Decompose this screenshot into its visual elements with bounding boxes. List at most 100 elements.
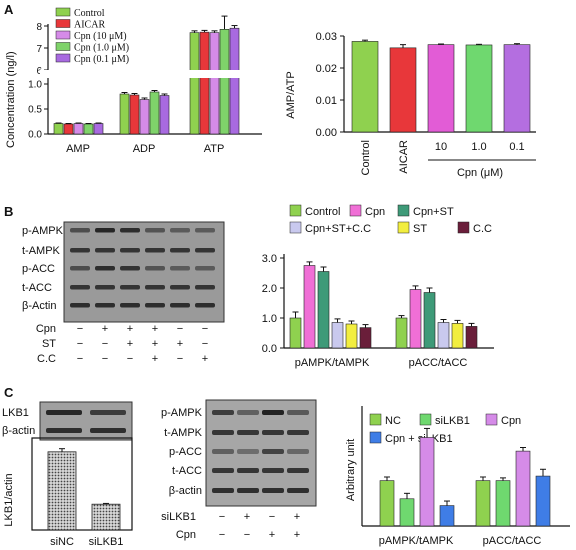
- bar: [47, 451, 77, 531]
- tick-label: 7: [36, 44, 42, 55]
- blot-band: [90, 428, 126, 433]
- blot-band: [170, 228, 190, 233]
- chart-c-right-categories: pAMPK/tAMPK pACC/tACC: [379, 535, 542, 547]
- legend-swatch: [457, 221, 470, 234]
- legend-label: Cpn (1.0 μM): [74, 43, 129, 54]
- blot-band: [120, 285, 140, 290]
- category-label: ADP: [133, 143, 156, 155]
- legend-swatch: [55, 42, 71, 51]
- chart-c-right-ylabel: Arbitrary unit: [345, 439, 357, 501]
- category-label: Control: [360, 140, 372, 175]
- legend-swatch: [397, 221, 410, 234]
- legend-swatch: [55, 19, 71, 28]
- bar: [399, 498, 415, 527]
- tick-label: 3.0: [262, 253, 277, 265]
- treatment-label: Cpn: [176, 529, 196, 541]
- treatment-sign: +: [244, 511, 250, 523]
- legend-label: Cpn: [365, 206, 385, 218]
- blot-band: [90, 410, 126, 415]
- blot-c-mid-labels: p-AMPK t-AMPK p-ACC t-ACC β-actin: [161, 407, 203, 497]
- legend-label: ST: [413, 223, 427, 235]
- blot-band: [212, 468, 234, 473]
- blot-band: [145, 266, 165, 271]
- panel-letter-b: B: [4, 204, 13, 219]
- blot-band: [145, 285, 165, 290]
- bar: [139, 99, 150, 135]
- bar: [53, 123, 64, 135]
- legend-label: Cpn: [501, 415, 521, 427]
- tick-label: 1.0: [28, 80, 42, 91]
- bar: [289, 317, 302, 349]
- blot-band: [287, 468, 309, 473]
- blot-band: [212, 488, 234, 493]
- bar: [229, 27, 240, 135]
- blot-band: [195, 285, 215, 290]
- legend-label: AICAR: [74, 20, 105, 31]
- bar: [219, 28, 230, 135]
- treatment-sign: +: [102, 323, 108, 335]
- blot-band: [170, 266, 190, 271]
- category-label: pAMPK/tAMPK: [379, 535, 454, 547]
- chart-a-left-ylabel: Concentration (ng/l): [5, 51, 17, 148]
- blot-band: [120, 303, 140, 308]
- blot-c-left-image: [39, 401, 133, 441]
- blot-band: [170, 303, 190, 308]
- blot-c-mid-bands: [212, 410, 309, 493]
- bar: [475, 480, 491, 527]
- tick-label: 0.0: [28, 130, 42, 141]
- blot-band: [212, 410, 234, 415]
- legend-swatch: [289, 221, 302, 234]
- blot-band: [195, 248, 215, 253]
- chart-b-right: Control Cpn Cpn+ST Cpn+ST+C.C ST C.C 0.0 1.0 2.…: [262, 204, 494, 369]
- category-label: pACC/tACC: [409, 357, 468, 369]
- blot-band: [262, 488, 284, 493]
- blot-band: [237, 410, 259, 415]
- blot-c-left-label-actin: β-actin: [2, 425, 35, 437]
- category-label: AICAR: [398, 140, 410, 174]
- treatment-label: Cpn: [36, 323, 56, 335]
- chart-c-left-categories: siNC siLKB1: [50, 536, 123, 548]
- legend-label: Cpn (10 μM): [74, 31, 127, 42]
- blot-band: [287, 410, 309, 415]
- legend-label: Control: [305, 206, 340, 218]
- bar: [423, 292, 436, 349]
- treatment-sign: +: [127, 338, 133, 350]
- bar: [129, 94, 140, 135]
- bar: [535, 475, 551, 527]
- legend-swatch: [369, 431, 382, 444]
- category-label: siNC: [50, 536, 74, 548]
- blot-band: [212, 430, 234, 435]
- chart-a-left-ticks: 0.0 0.5 1.0 6 7 8: [28, 22, 48, 141]
- blot-label: t-AMPK: [164, 427, 203, 439]
- bar: [303, 265, 316, 349]
- legend-swatch: [485, 413, 498, 426]
- blot-band: [46, 410, 82, 415]
- blot-label: p-AMPK: [161, 407, 203, 419]
- bar: [465, 326, 478, 349]
- blot-band: [287, 430, 309, 435]
- bar: [317, 271, 330, 349]
- blot-label: p-ACC: [169, 446, 202, 458]
- blot-label: p-ACC: [22, 263, 55, 275]
- panel-letter-a: A: [4, 2, 14, 17]
- legend-swatch: [55, 53, 71, 63]
- category-label: 1.0: [471, 141, 486, 153]
- blot-c-left: LKB1 β-actin: [2, 401, 133, 441]
- bar: [439, 505, 455, 527]
- bar: [159, 95, 170, 135]
- bar: [73, 123, 84, 135]
- legend-label: C.C: [473, 223, 492, 235]
- tick-label: 6: [36, 66, 42, 77]
- blot-band: [70, 248, 90, 253]
- legend-swatch: [419, 413, 432, 426]
- bar: [515, 450, 531, 527]
- tick-label: 0.02: [316, 63, 337, 75]
- blot-band: [145, 228, 165, 233]
- blot-label: t-ACC: [22, 282, 52, 294]
- blot-label: β-actin: [169, 485, 202, 497]
- blot-c-mid: p-AMPK t-AMPK p-ACC t-ACC β-actin siLKB1 − + − +…: [161, 399, 317, 541]
- category-label: AMP: [66, 143, 90, 155]
- blot-band: [262, 449, 284, 454]
- bar: [83, 123, 94, 135]
- blot-band: [95, 303, 115, 308]
